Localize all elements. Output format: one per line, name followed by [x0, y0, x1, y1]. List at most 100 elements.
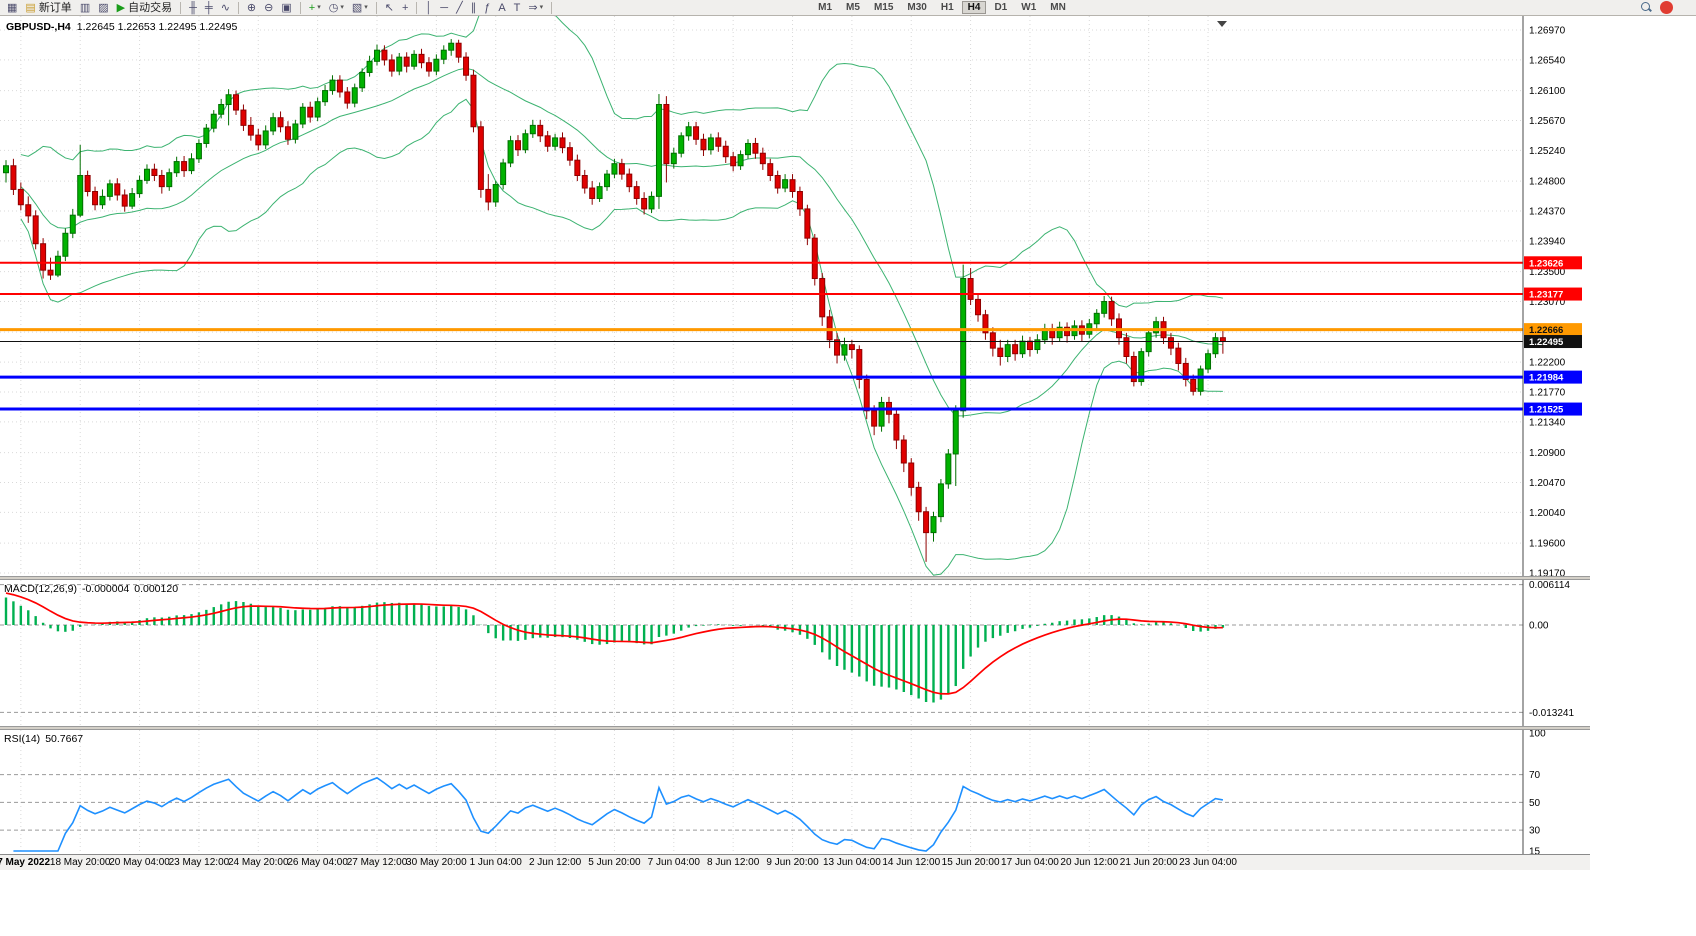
- price-axis-label: 1.21770: [1529, 388, 1566, 399]
- horizontal-line-icon[interactable]: ─: [440, 1, 449, 14]
- text-label-icon[interactable]: T: [513, 1, 521, 14]
- equidistant-channel-icon[interactable]: ∥: [470, 1, 477, 14]
- profiles-icon[interactable]: ▥: [79, 1, 91, 14]
- candlestick-chart-icon[interactable]: ╪: [204, 1, 213, 14]
- indicators-add-icon[interactable]: + ▾: [308, 1, 321, 14]
- text-icon[interactable]: A: [498, 1, 506, 14]
- toolbar-tools-group: ▦ ▤ 新订单 ▥ ▨ ▶ 自动交易 ╫ ╪ ∿ ⊕ ⊖ ▣ + ▾ ◷ ▾ ▧ ▾ ↖ + │ ─ ╱ ∥ ƒ A T ⇒ ▾: [3, 0, 556, 15]
- time-label: 8 Jun 12:00: [707, 857, 760, 868]
- price-tag-1.22495: [1524, 335, 1582, 349]
- main-price-chart[interactable]: 1.26970 1.26540 1.26100 1.25670 1.25240 1.248…: [0, 16, 1590, 576]
- price-axis-label: 1.23940: [1529, 236, 1566, 247]
- auto-trading-button[interactable]: ▶ 自动交易: [116, 1, 173, 14]
- timeframe-button-w1[interactable]: W1: [1021, 2, 1037, 13]
- timeframe-button-m1[interactable]: M1: [818, 2, 833, 13]
- macd-histogram: [4, 597, 1225, 703]
- time-label: 7 Jun 04:00: [647, 857, 700, 868]
- price-axis-label: 1.24370: [1529, 207, 1566, 218]
- time-label: 17 May 2022: [0, 857, 51, 868]
- timeframe-button-d1[interactable]: D1: [994, 2, 1008, 13]
- price-axis-label: 1.26100: [1529, 86, 1566, 97]
- time-label: 2 Jun 12:00: [528, 857, 582, 868]
- rsi-axis-label: 15: [1529, 847, 1541, 855]
- rsi-axis-label: 70: [1529, 770, 1541, 781]
- price-tag-1.23177: [1524, 287, 1582, 301]
- price-axis-label: 1.19600: [1529, 539, 1566, 550]
- bar-chart-icon[interactable]: ╫: [189, 1, 197, 14]
- time-label: 27 May 12:00: [346, 857, 408, 868]
- timeframe-button-h1[interactable]: H1: [940, 2, 954, 13]
- tile-windows-icon[interactable]: ▣: [281, 1, 292, 14]
- timeframe-button-m30[interactable]: M30: [907, 2, 927, 13]
- rsi-axis-label: 50: [1529, 798, 1541, 809]
- macd-panel[interactable]: 0.006114 0.00 -0.013241: [0, 580, 1590, 726]
- time-label: 14 Jun 12:00: [882, 857, 941, 868]
- arrows-icon[interactable]: ⇒ ▾: [528, 1, 544, 14]
- search-icon[interactable]: [1641, 2, 1652, 13]
- toolbar-separator: [375, 1, 377, 14]
- price-axis-label: 1.21340: [1529, 417, 1566, 428]
- price-axis-label: 1.26970: [1529, 26, 1566, 37]
- price-axis-label: 1.19170: [1529, 569, 1566, 577]
- price-tag-1.23626: [1524, 256, 1582, 270]
- timeframe-button-m5[interactable]: M5: [846, 2, 860, 13]
- candles: [3, 39, 1226, 562]
- market-watch-icon[interactable]: ▨: [98, 1, 109, 14]
- toolbar-separator: [237, 1, 239, 14]
- svg-text:1.23626: 1.23626: [1529, 258, 1563, 269]
- crosshair-icon[interactable]: +: [401, 1, 409, 14]
- macd-axis-label: 0.00: [1529, 621, 1549, 632]
- fibonacci-icon[interactable]: ƒ: [484, 1, 491, 14]
- price-axis-label: 1.23070: [1529, 297, 1566, 308]
- empty-area-below-chart: [0, 870, 1696, 936]
- notification-badge[interactable]: [1660, 1, 1673, 14]
- new-order-button[interactable]: ▤ 新订单: [25, 1, 72, 14]
- cursor-icon[interactable]: ↖: [384, 1, 394, 14]
- price-axis-label: 1.23500: [1529, 267, 1566, 278]
- svg-text:1.23177: 1.23177: [1529, 290, 1563, 301]
- time-label: 9 Jun 20:00: [766, 857, 819, 868]
- rsi-panel[interactable]: 100 70 50 30 15: [0, 730, 1590, 854]
- macd-axis-label: -0.013241: [1529, 708, 1574, 719]
- timeframe-button-m15[interactable]: M15: [873, 2, 894, 13]
- zoom-out-icon[interactable]: ⊖: [264, 1, 274, 14]
- time-label: 24 May 20:00: [227, 857, 289, 868]
- toolbar-right-group: [1641, 1, 1693, 14]
- svg-text:1.22666: 1.22666: [1529, 325, 1563, 336]
- bollinger-lower-band: [20, 98, 1223, 576]
- chart-shift-marker[interactable]: [1217, 21, 1227, 27]
- toolbar: ▦ ▤ 新订单 ▥ ▨ ▶ 自动交易 ╫ ╪ ∿ ⊕ ⊖ ▣ + ▾ ◷ ▾ ▧ ▾ ↖ + │ ─ ╱ ∥ ƒ A T ⇒ ▾ M1 M5…: [0, 0, 1696, 16]
- timeframe-button-h4[interactable]: H4: [961, 1, 987, 14]
- toolbar-separator: [416, 1, 418, 14]
- time-label: 15 Jun 20:00: [941, 857, 1000, 868]
- toolbar-separator: [551, 1, 553, 14]
- time-label: 5 Jun 20:00: [588, 857, 641, 868]
- trendline-icon[interactable]: ╱: [456, 1, 463, 14]
- price-axis-label: 1.25670: [1529, 116, 1566, 127]
- time-label: 23 May 12:00: [168, 857, 230, 868]
- time-label: 21 Jun 20:00: [1119, 857, 1178, 868]
- macd-signal-line: [5, 592, 1223, 695]
- price-axis-label: 1.24800: [1529, 177, 1566, 188]
- panel-separator-rsi[interactable]: [0, 726, 1590, 730]
- zoom-in-icon[interactable]: ⊕: [246, 1, 257, 14]
- time-label: 26 May 04:00: [287, 857, 348, 868]
- template-icon[interactable]: ▧ ▾: [351, 1, 368, 14]
- rsi-axis-label: 100: [1529, 730, 1546, 740]
- line-chart-icon[interactable]: ∿: [220, 1, 230, 14]
- time-label: 13 Jun 04:00: [822, 857, 881, 868]
- time-label: 1 Jun 04:00: [469, 857, 522, 868]
- timeframe-toolbar: M1 M5 M15 M30 H1 H4 D1 W1 MN: [811, 1, 1073, 14]
- rsi-axis-label: 30: [1529, 826, 1541, 837]
- timeframe-button-mn[interactable]: MN: [1050, 2, 1066, 13]
- chart-window-icon[interactable]: ▦: [7, 1, 18, 14]
- period-icon[interactable]: ◷ ▾: [328, 1, 344, 14]
- svg-text:1.21984: 1.21984: [1529, 373, 1564, 384]
- time-label: 20 Jun 12:00: [1060, 857, 1119, 868]
- svg-text:1.21525: 1.21525: [1529, 405, 1564, 416]
- panel-separator-macd[interactable]: [0, 576, 1590, 580]
- rsi-line: [13, 776, 1224, 852]
- vertical-line-icon[interactable]: │: [425, 1, 433, 14]
